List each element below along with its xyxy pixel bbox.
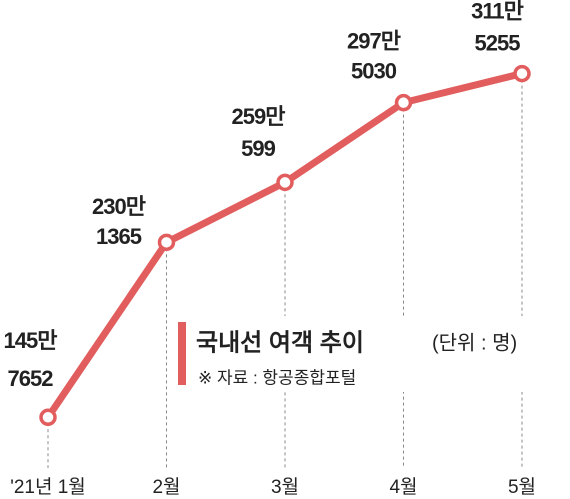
value-label: 311만 xyxy=(471,0,523,23)
point xyxy=(513,64,531,83)
value-label: 297만 xyxy=(347,28,401,53)
value-label: 259만 xyxy=(232,104,286,129)
point xyxy=(39,408,57,427)
value-label: 230만 xyxy=(92,194,146,219)
point xyxy=(276,173,294,192)
value-label: 5030 xyxy=(351,58,397,83)
point xyxy=(157,233,176,252)
value-label: 7652 xyxy=(8,366,54,391)
value-label: 145만 xyxy=(4,328,58,353)
source: ※ 자료 : 항공종합포털 xyxy=(198,368,356,387)
value-label: 599 xyxy=(241,136,275,161)
value-label: 1365 xyxy=(96,224,142,249)
legend: 국내선 여객 추이 (단위 : 명) ※ 자료 : 항공종합포털 xyxy=(172,316,552,392)
legend-bg xyxy=(172,316,552,392)
value-label: 5255 xyxy=(475,30,521,55)
x-tick-label: 4월 xyxy=(389,476,417,498)
x-tick-label: 5월 xyxy=(508,476,536,498)
x-tick-label: '21년 1월 xyxy=(10,476,86,498)
x-tick-label: 3월 xyxy=(271,476,299,498)
point xyxy=(394,93,413,112)
x-tick-label: 2월 xyxy=(152,476,180,498)
legend-bar xyxy=(178,322,186,385)
unit-label: (단위 : 명) xyxy=(432,331,517,354)
chart-title: 국내선 여객 추이 xyxy=(196,329,364,356)
